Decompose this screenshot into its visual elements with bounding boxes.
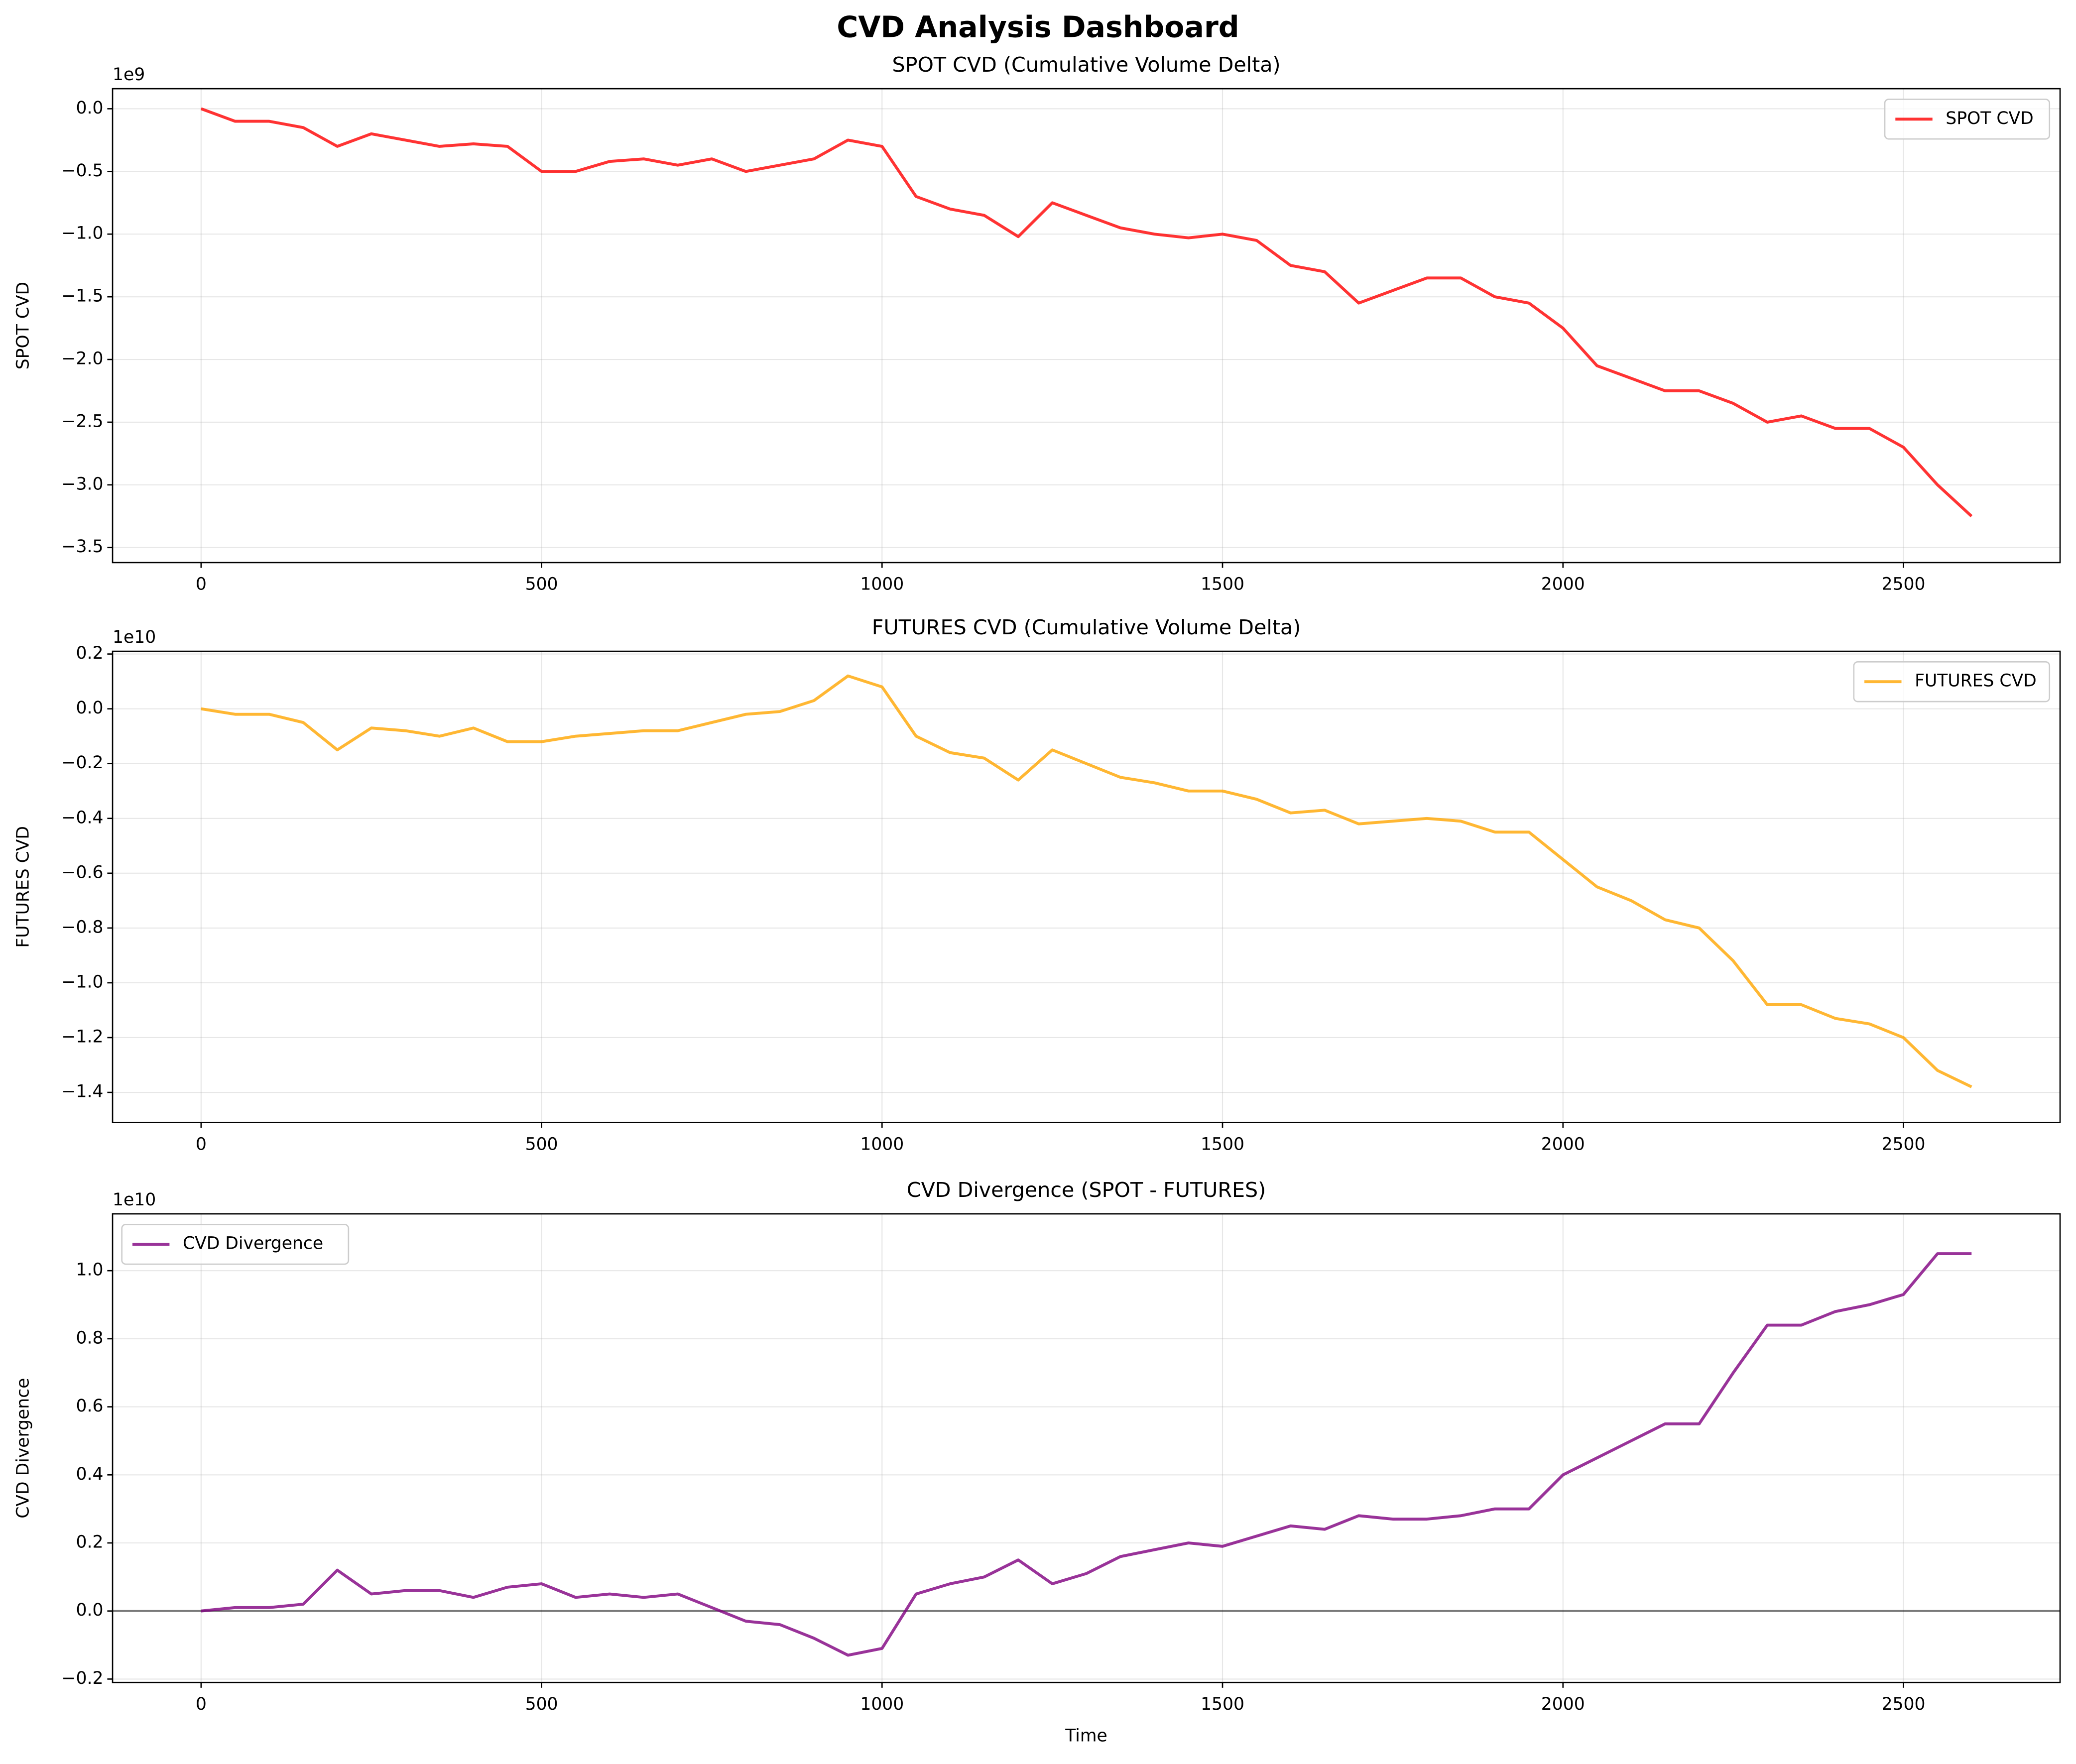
y-tick-label: −1.2 <box>62 1027 104 1047</box>
legend-box <box>121 1223 350 1265</box>
figure-title: CVD Analysis Dashboard <box>837 10 1239 44</box>
series-line <box>201 674 1972 1088</box>
x-tick-label: 2000 <box>1541 1694 1585 1714</box>
y-axis-label: CVD Divergence <box>13 1378 33 1519</box>
y-tick-label: −3.5 <box>62 537 104 557</box>
y-tick-label: 0.0 <box>76 1600 103 1620</box>
legend-label: SPOT CVD <box>1946 109 2033 128</box>
offset-label: 1e9 <box>113 65 145 85</box>
y-tick-label: 0.8 <box>76 1328 103 1348</box>
y-tick-label: 0.0 <box>76 98 103 118</box>
y-tick-label: 0.6 <box>76 1396 103 1416</box>
x-tick-label: 1500 <box>1201 575 1244 594</box>
legend-label: FUTURES CVD <box>1915 671 2037 691</box>
x-tick-label: 0 <box>196 1134 207 1154</box>
x-tick-label: 1500 <box>1201 1134 1244 1154</box>
x-tick-label: 1000 <box>860 1134 904 1154</box>
x-tick-label: 2500 <box>1882 1694 1926 1714</box>
x-tick-label: 500 <box>525 1134 558 1154</box>
legend-box <box>1884 99 2051 140</box>
y-tick-label: −0.5 <box>62 161 104 181</box>
y-tick-label: −2.0 <box>62 349 104 369</box>
y-tick-label: 0.4 <box>76 1464 103 1484</box>
chart-title: CVD Divergence (SPOT - FUTURES) <box>907 1178 1266 1202</box>
series-line <box>201 1252 1972 1657</box>
y-axis-label: SPOT CVD <box>13 282 33 369</box>
axes-frame <box>112 650 2061 1123</box>
y-tick-label: −1.0 <box>62 972 104 992</box>
y-tick-label: 0.2 <box>76 1532 103 1552</box>
y-axis-label: FUTURES CVD <box>13 826 33 948</box>
x-tick-label: 1000 <box>860 575 904 594</box>
x-tick-label: 2000 <box>1541 575 1585 594</box>
offset-label: 1e10 <box>113 1190 156 1210</box>
y-tick-label: −0.8 <box>62 917 104 937</box>
y-tick-label: −0.6 <box>62 862 104 882</box>
x-tick-label: 0 <box>196 1694 207 1714</box>
legend-label: CVD Divergence <box>183 1234 323 1254</box>
x-tick-label: 2000 <box>1541 1134 1585 1154</box>
y-tick-label: −0.4 <box>62 808 104 827</box>
x-tick-label: 2500 <box>1882 1134 1926 1154</box>
x-tick-label: 2500 <box>1882 575 1926 594</box>
legend-box <box>1853 661 2051 703</box>
y-tick-label: 0.2 <box>76 643 103 663</box>
y-tick-label: 0.0 <box>76 698 103 718</box>
x-tick-label: 1000 <box>860 1694 904 1714</box>
y-tick-label: −2.5 <box>62 411 104 431</box>
y-tick-label: −0.2 <box>62 1668 104 1688</box>
x-tick-label: 500 <box>525 575 558 594</box>
x-tick-label: 0 <box>196 575 207 594</box>
y-tick-label: 1.0 <box>76 1260 103 1280</box>
series-line <box>200 107 1973 517</box>
y-tick-label: −0.2 <box>62 753 104 773</box>
chart-title: FUTURES CVD (Cumulative Volume Delta) <box>872 615 1301 639</box>
x-tick-label: 1500 <box>1201 1694 1244 1714</box>
y-tick-label: −1.4 <box>62 1082 104 1102</box>
x-axis-label: Time <box>1065 1726 1107 1746</box>
y-tick-label: −1.0 <box>62 224 104 243</box>
y-tick-label: −3.0 <box>62 474 104 494</box>
axes-frame <box>112 1213 2061 1683</box>
axes-frame <box>112 88 2061 564</box>
chart-title: SPOT CVD (Cumulative Volume Delta) <box>892 53 1280 77</box>
y-tick-label: −1.5 <box>62 286 104 306</box>
offset-label: 1e10 <box>113 627 156 647</box>
x-tick-label: 500 <box>525 1694 558 1714</box>
